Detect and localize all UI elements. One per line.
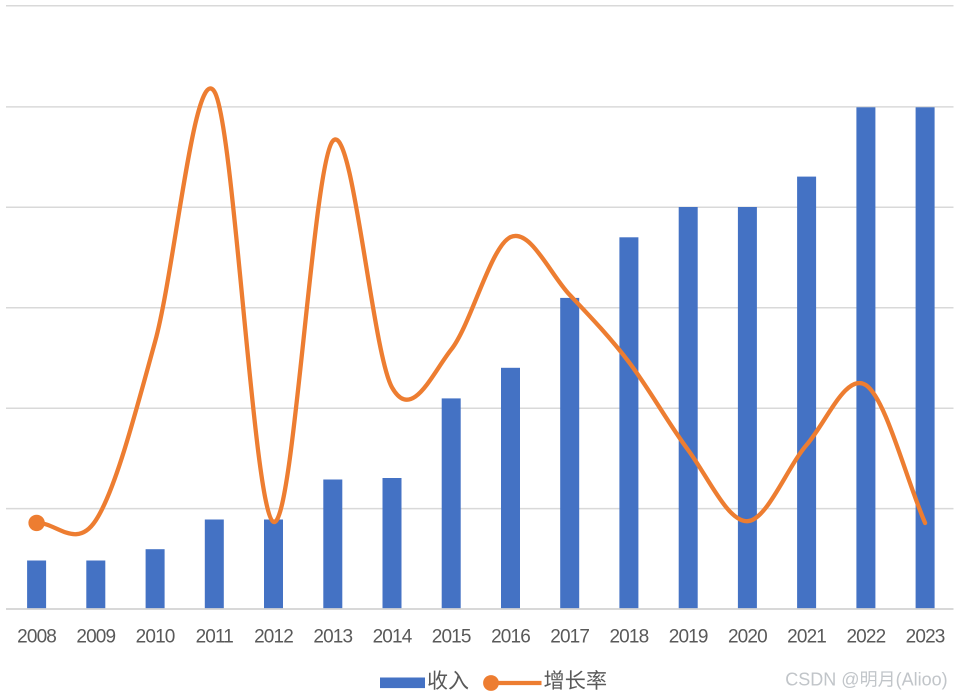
svg-text:2009: 2009 — [76, 627, 115, 648]
svg-text:2010: 2010 — [136, 627, 175, 648]
svg-text:2016: 2016 — [491, 627, 530, 648]
svg-text:2021: 2021 — [787, 627, 826, 648]
svg-text:2013: 2013 — [313, 627, 352, 648]
svg-text:2014: 2014 — [373, 627, 413, 648]
svg-text:2023: 2023 — [906, 627, 945, 648]
svg-text:2015: 2015 — [432, 627, 471, 648]
svg-text:2017: 2017 — [550, 627, 589, 648]
svg-text:2020: 2020 — [728, 627, 767, 648]
svg-text:2018: 2018 — [609, 627, 648, 648]
svg-text:2019: 2019 — [669, 627, 708, 648]
svg-text:(Alioo): (Alioo) — [896, 670, 948, 690]
svg-text:2012: 2012 — [254, 627, 293, 648]
svg-text:2011: 2011 — [196, 627, 234, 648]
svg-text:CSDN @: CSDN @ — [785, 670, 859, 690]
svg-text:2008: 2008 — [17, 627, 56, 648]
svg-text:2022: 2022 — [846, 627, 885, 648]
